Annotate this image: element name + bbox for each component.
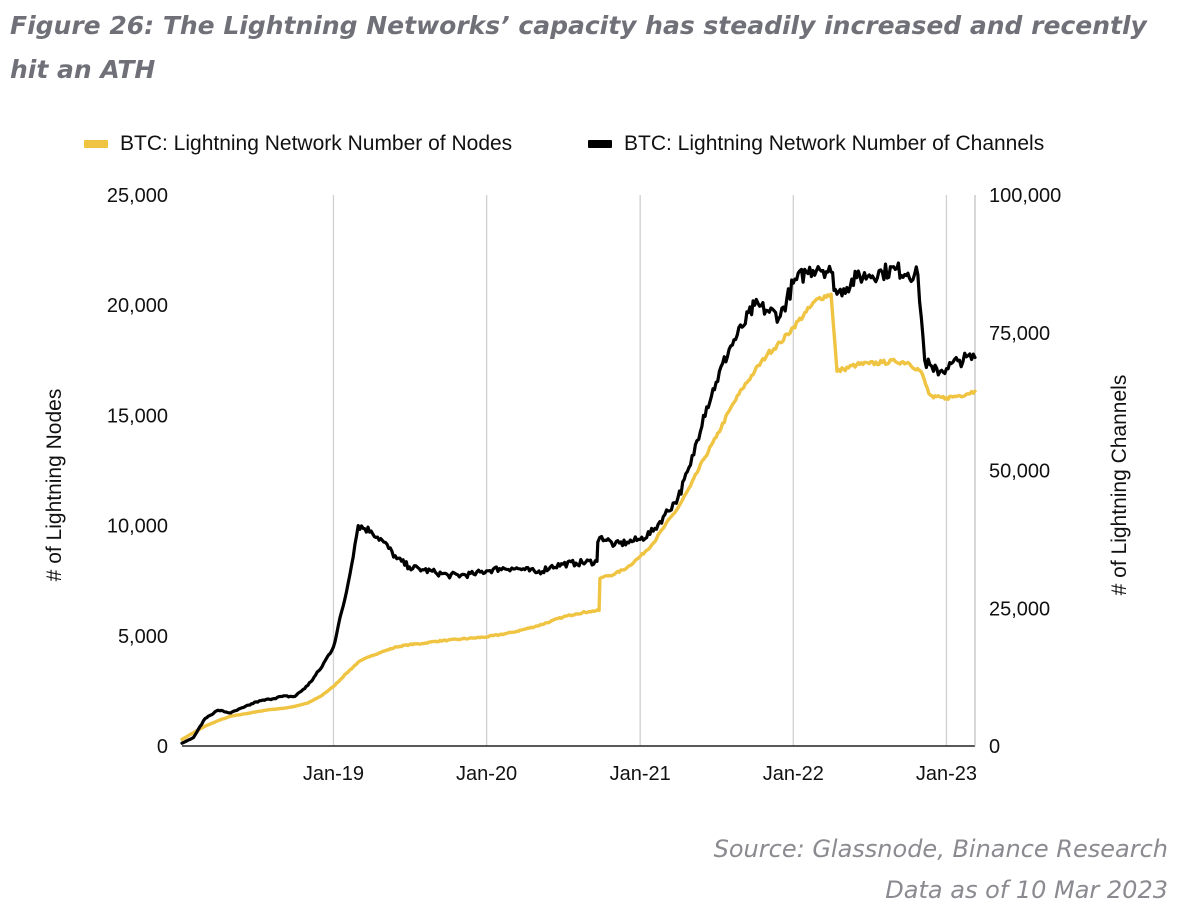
legend-swatch-channels	[588, 140, 612, 148]
y-right-tick-label: 25,000	[989, 598, 1050, 620]
y-right-tick-label: 100,000	[989, 185, 1061, 207]
source-note: Source: Glassnode, Binance Research	[713, 835, 1168, 863]
x-tick-label: Jan-20	[456, 763, 517, 785]
y-right-tick-label: 0	[989, 736, 1000, 758]
y-left-tick-label: 5,000	[118, 626, 168, 648]
legend-label-nodes: BTC: Lightning Network Number of Nodes	[120, 132, 513, 155]
series-line-channels	[180, 261, 977, 745]
y-left-tick-label: 0	[157, 736, 168, 758]
y-left-tick-label: 25,000	[107, 185, 168, 207]
legend-item-nodes: BTC: Lightning Network Number of Nodes	[84, 132, 512, 156]
y-axis-label-left: # of Lightning Nodes	[43, 389, 66, 582]
legend-label-channels: BTC: Lightning Network Number of Channel…	[624, 132, 1045, 155]
y-left-tick-label: 20,000	[107, 295, 168, 317]
figure-title: Figure 26: The Lightning Networks’ capac…	[10, 11, 1147, 84]
data-date-note: Data as of 10 Mar 2023	[885, 876, 1168, 904]
y-right-tick-label: 50,000	[989, 461, 1050, 483]
line-chart: Jan-19 Jan-20 Jan-21 Jan-22 Jan-23 0 5,000 10,0…	[43, 185, 1131, 785]
y-left-tick-label: 10,000	[107, 516, 168, 538]
y-left-tick-label: 15,000	[107, 405, 168, 427]
y-axis-label-right: # of Lightning Channels	[1108, 375, 1131, 596]
x-tick-label: Jan-23	[916, 763, 977, 785]
grid-lines	[332, 195, 948, 746]
y-right-tick-label: 75,000	[989, 323, 1050, 345]
chart-axes	[182, 195, 976, 747]
x-tick-label: Jan-19	[303, 763, 364, 785]
x-tick-label: Jan-21	[610, 763, 671, 785]
tick-labels: Jan-19 Jan-20 Jan-21 Jan-22 Jan-23 0 5,000 10,0…	[107, 185, 1061, 785]
series-line-nodes	[180, 292, 977, 742]
chart-legend: BTC: Lightning Network Number of Nodes B…	[0, 132, 1200, 162]
legend-swatch-nodes	[84, 140, 108, 148]
series-lines	[180, 261, 977, 745]
x-tick-label: Jan-22	[763, 763, 824, 785]
legend-item-channels: BTC: Lightning Network Number of Channel…	[588, 132, 1044, 156]
